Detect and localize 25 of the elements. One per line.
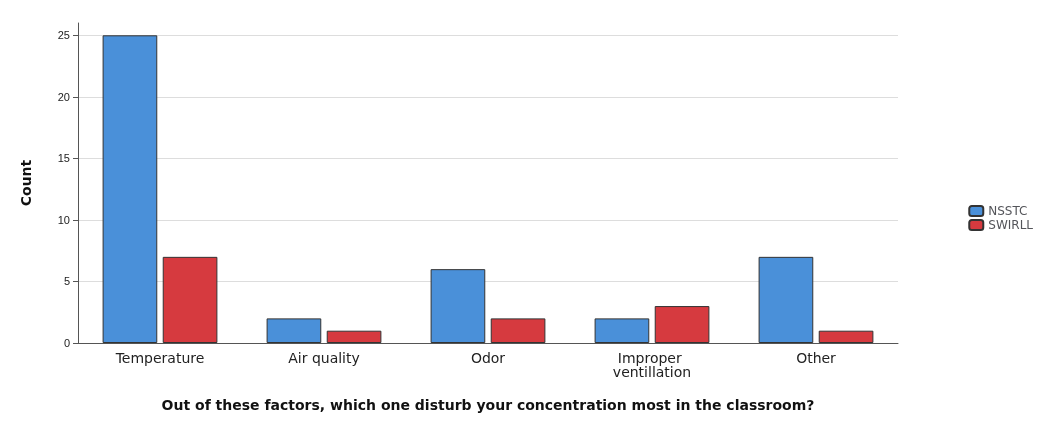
y-tick-label: 20: [57, 90, 70, 103]
x-axis-title: Out of these factors, which one disturb your concentration most in the classroom?: [161, 397, 815, 413]
x-tick-label: Improper ventillation: [612, 350, 692, 380]
legend-label: SWIRLL: [988, 218, 1034, 232]
bar: [162, 256, 218, 343]
bar: [654, 306, 710, 343]
bar: [430, 269, 486, 343]
legend-label: NSSTC: [988, 204, 1028, 218]
y-tick-label: 15: [57, 152, 70, 165]
x-tick-label: Odor: [470, 350, 506, 366]
bar: [594, 318, 650, 343]
bar: [490, 318, 546, 343]
bar: [326, 330, 382, 343]
y-tick-label: 25: [57, 29, 70, 42]
y-tick-label: 0: [63, 337, 70, 349]
bar: [266, 318, 322, 343]
bar: [758, 256, 814, 343]
x-tick-label: Air quality: [288, 350, 360, 366]
bar: [818, 330, 874, 343]
y-axis-title: Count: [18, 159, 34, 207]
x-tick-label: Temperature: [114, 350, 205, 366]
bar: [102, 35, 158, 343]
y-tick-label: 10: [57, 213, 70, 226]
x-tick-label: Other: [796, 350, 837, 366]
y-tick-label: 5: [63, 275, 70, 288]
